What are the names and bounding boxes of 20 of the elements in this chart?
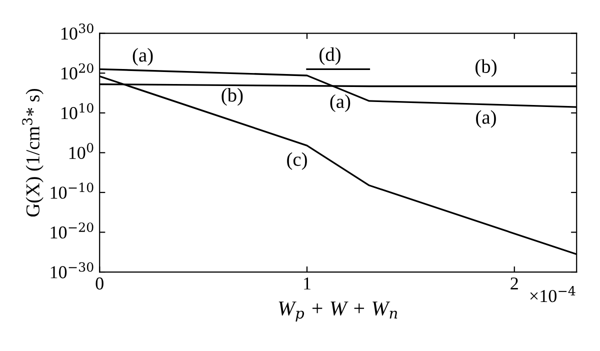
annotation: (c)	[287, 152, 307, 170]
y-tick-label: 10$^{−20}$	[50, 222, 94, 239]
text: ×10$^{−4}$	[530, 286, 576, 302]
y-tick-label: 10$^{0}$	[69, 142, 94, 159]
y-tick-label: 10$^{30}$	[61, 24, 94, 40]
y-tick-label: 10$^{−10}$	[50, 182, 94, 199]
y-tick-label: 10$^{10}$	[61, 103, 94, 120]
y-axis-title: G(X) (1/cm$^{3}$* s)	[22, 88, 44, 217]
x-axis-title: W$_{p}$ + W + W$_{n}$	[278, 302, 398, 322]
y-tick-label: 10$^{20}$	[61, 63, 94, 80]
annotation: (a)	[476, 110, 496, 128]
y-tick-label: 10$^{−30}$	[50, 262, 94, 278]
annotation: (d)	[320, 47, 340, 65]
annotation: (a)	[132, 48, 153, 66]
annotation: (a)	[330, 94, 350, 112]
x-tick-label: 0	[96, 277, 104, 290]
x-tick-label: 2	[510, 277, 518, 290]
annotation: (b)	[476, 59, 496, 77]
x-tick-label: 1	[304, 277, 310, 290]
annotation: (b)	[222, 88, 243, 106]
